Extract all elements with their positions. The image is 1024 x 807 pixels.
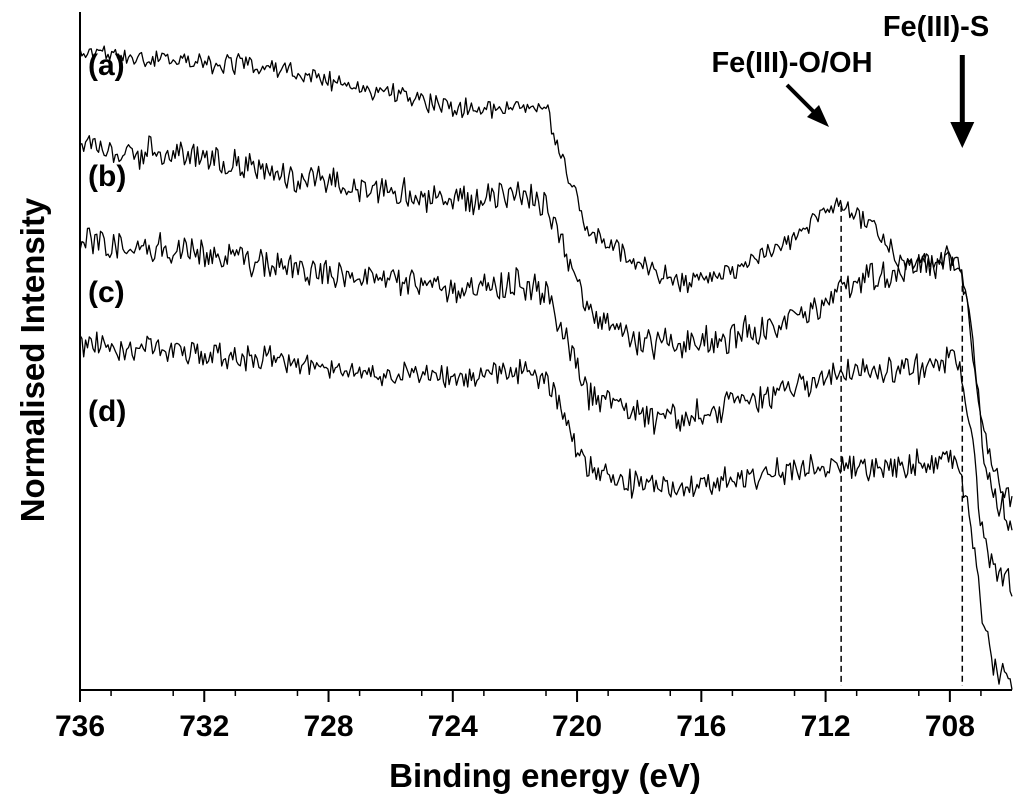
plot-area: 736 732 728 724 720 716 712 708 — [55, 12, 1013, 743]
annotation-fe-o-oh-label: Fe(III)-O/OH — [711, 47, 872, 79]
x-tick-label: 716 — [676, 710, 726, 743]
x-axis-title: Binding energy (eV) — [389, 757, 701, 794]
x-tick-label: 728 — [304, 710, 354, 743]
series-line-b — [79, 135, 1013, 531]
series-label-c: (c) — [88, 276, 125, 309]
y-axis-title: Normalised Intensity — [14, 197, 51, 522]
arrow-fe-o-oh-head — [807, 105, 829, 127]
arrow-fe-o-oh-shaft — [785, 83, 820, 118]
x-tick-label: 712 — [801, 710, 851, 743]
annotation-fe-s-label: Fe(III)-S — [883, 11, 989, 43]
x-tick-label: 724 — [428, 710, 478, 743]
x-tick-label: 732 — [179, 710, 229, 743]
series-label-a: (a) — [88, 49, 125, 82]
arrow-fe-s-head — [950, 122, 975, 148]
series-line-d — [79, 331, 1013, 690]
x-tick-label: 708 — [925, 710, 975, 743]
x-tick-label: 720 — [552, 710, 602, 743]
series-label-d: (d) — [88, 395, 126, 428]
series-line-c — [79, 227, 1013, 597]
series-label-b: (b) — [88, 160, 126, 193]
x-tick-label: 736 — [55, 710, 105, 743]
series-line-a — [79, 45, 1013, 508]
